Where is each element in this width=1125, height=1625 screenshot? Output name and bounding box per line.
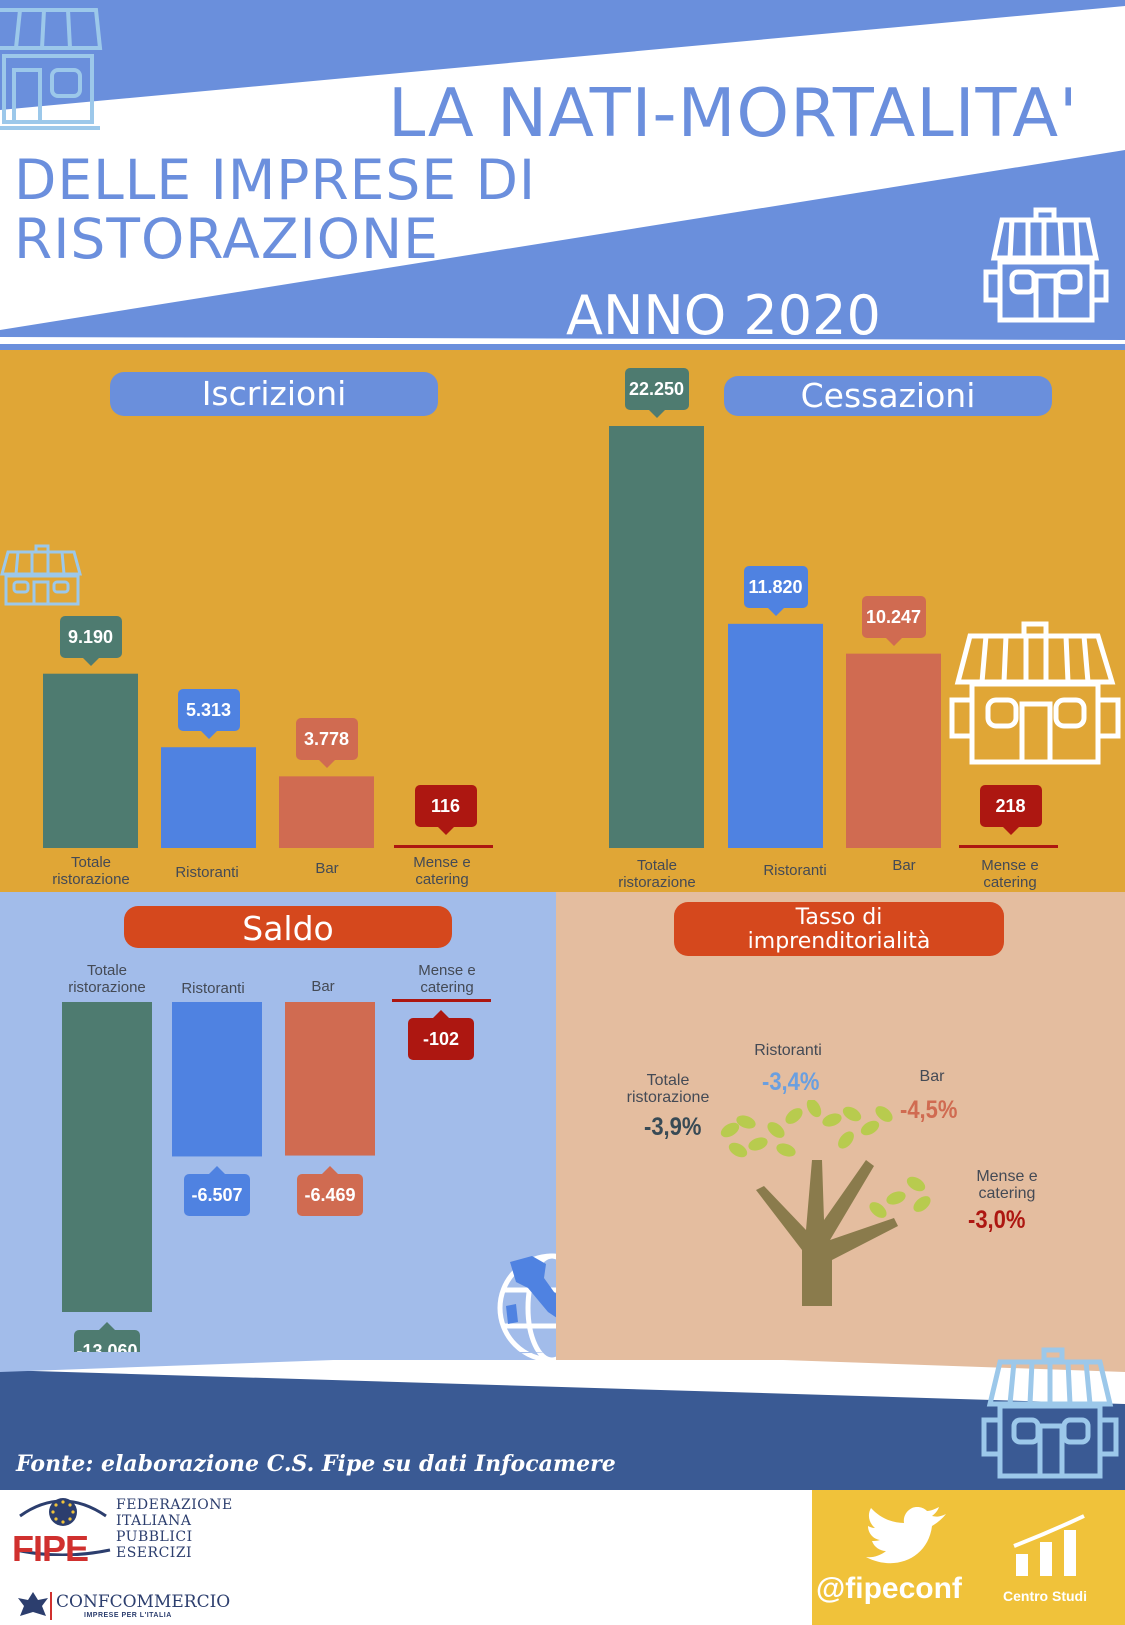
saldo-bar-value: -6.469 (297, 1165, 363, 1216)
iscrizioni-cat-mense: Mense e catering (413, 854, 471, 888)
cessazioni-cat-totale: Totale ristorazione (618, 857, 696, 891)
cessazioni-bar-bar (846, 653, 941, 848)
fipe-logo (15, 1498, 111, 1556)
page-title-line1: LA NATI-MORTALITA' (388, 74, 1079, 152)
footer-logos-area (0, 1490, 812, 1625)
saldo-cat-totale: Totale ristorazione (68, 962, 146, 996)
iscrizioni-ristoranti-value: 5.313 (177, 689, 240, 740)
tasso-totale-value: -3,9% (644, 1113, 702, 1141)
cessazioni-mense-value: 218 (979, 785, 1042, 835)
iscrizioni-bar-mense (394, 845, 493, 848)
saldo-bar-totale (62, 1002, 152, 1312)
page-title-line2: DELLE IMPRESE DI (14, 148, 537, 212)
tasso-mense-value: -3,0% (968, 1206, 1026, 1234)
centro-studi-label: Centro Studi (1003, 1588, 1087, 1604)
iscrizioni-bar-ristoranti (161, 747, 256, 848)
fipe-wordmark: FIPE (12, 1528, 89, 1569)
cessazioni-bar-mense (959, 845, 1058, 848)
iscrizioni-cessazioni-chart (43, 426, 1058, 848)
saldo-bar-bar (285, 1002, 375, 1156)
iscrizioni-cat-totale: Totale ristorazione (52, 854, 130, 888)
source-note: Fonte: elaborazione C.S. Fipe su dati In… (16, 1451, 616, 1477)
iscrizioni-mense-value: 116 (414, 785, 477, 835)
year-label: ANNO 2020 (566, 284, 881, 347)
confcommercio-name: CONFCOMMERCIO (56, 1592, 231, 1612)
tasso-ristoranti-name: Ristoranti (754, 1042, 822, 1059)
fipe-fullname: FEDERAZIONE ITALIANA PUBBLICI ESERCIZI (116, 1497, 233, 1561)
shop-icon (983, 207, 1109, 323)
header-background (0, 0, 1125, 350)
shop-icon (981, 1347, 1119, 1479)
twitter-handle[interactable]: @fipeconf (816, 1572, 962, 1605)
confcommercio-logo (18, 1592, 48, 1616)
tasso-bar-name: Bar (919, 1068, 945, 1085)
iscrizioni-bar-totale (43, 673, 138, 848)
saldo-ristoranti-value: -6.507 (184, 1166, 250, 1217)
saldo-chart (62, 999, 491, 1312)
cessazioni-ristoranti-value: 11.820 (743, 565, 808, 616)
confcommercio-divider (50, 1592, 52, 1620)
iscrizioni-totale-value: 9.190 (59, 615, 122, 666)
iscrizioni-bar-value: 3.778 (295, 718, 358, 769)
tasso-panel (556, 892, 1125, 1377)
cessazioni-totale-value: 22.250 (624, 368, 689, 418)
footer-band (0, 1360, 1125, 1490)
saldo-title: Saldo (124, 906, 452, 948)
cessazioni-title: Cessazioni (724, 376, 1052, 416)
page-title-line3: RISTORAZIONE (14, 207, 439, 271)
tasso-totale-name: Totale ristorazione (626, 1072, 710, 1106)
confcommercio-tagline: IMPRESE PER L'ITALIA (84, 1612, 172, 1619)
tasso-title: Tasso di imprenditorialità (674, 902, 1004, 956)
iscrizioni-cat-ristoranti: Ristoranti (175, 864, 239, 881)
twitter-bird-icon[interactable] (866, 1506, 948, 1564)
saldo-bar-ristoranti (172, 1002, 262, 1157)
tasso-ristoranti-value: -3,4% (762, 1068, 820, 1096)
iscrizioni-cat-bar: Bar (315, 860, 339, 877)
cessazioni-bar-totale (609, 426, 704, 848)
saldo-cat-ristoranti: Ristoranti (181, 980, 245, 997)
tasso-bar-value: -4,5% (900, 1096, 958, 1124)
iscrizioni-bar-bar (279, 776, 374, 848)
saldo-bar-mense (392, 999, 491, 1002)
saldo-cat-bar: Bar (311, 978, 335, 995)
cessazioni-bar-ristoranti (728, 623, 823, 848)
bar-chart-icon (1013, 1514, 1085, 1576)
shop-icon (0, 544, 82, 606)
saldo-mense-value: -102 (408, 1010, 474, 1060)
shop-icon (949, 621, 1121, 765)
tasso-mense-name: Mense e catering (976, 1168, 1038, 1202)
tree-icon (720, 1100, 931, 1306)
tasso-bottom-edge (0, 1352, 1125, 1372)
shop-icon (0, 8, 103, 130)
saldo-cat-mense: Mense e catering (418, 962, 476, 996)
cessazioni-cat-ristoranti: Ristoranti (763, 862, 827, 879)
iscrizioni-title: Iscrizioni (110, 372, 438, 416)
cessazioni-cat-bar: Bar (892, 857, 916, 874)
header: LA NATI-MORTALITA' DELLE IMPRESE DI RIST… (0, 0, 1125, 350)
cessazioni-cat-mense: Mense e catering (981, 857, 1039, 891)
cessazioni-bar-value: 10.247 (861, 595, 926, 646)
